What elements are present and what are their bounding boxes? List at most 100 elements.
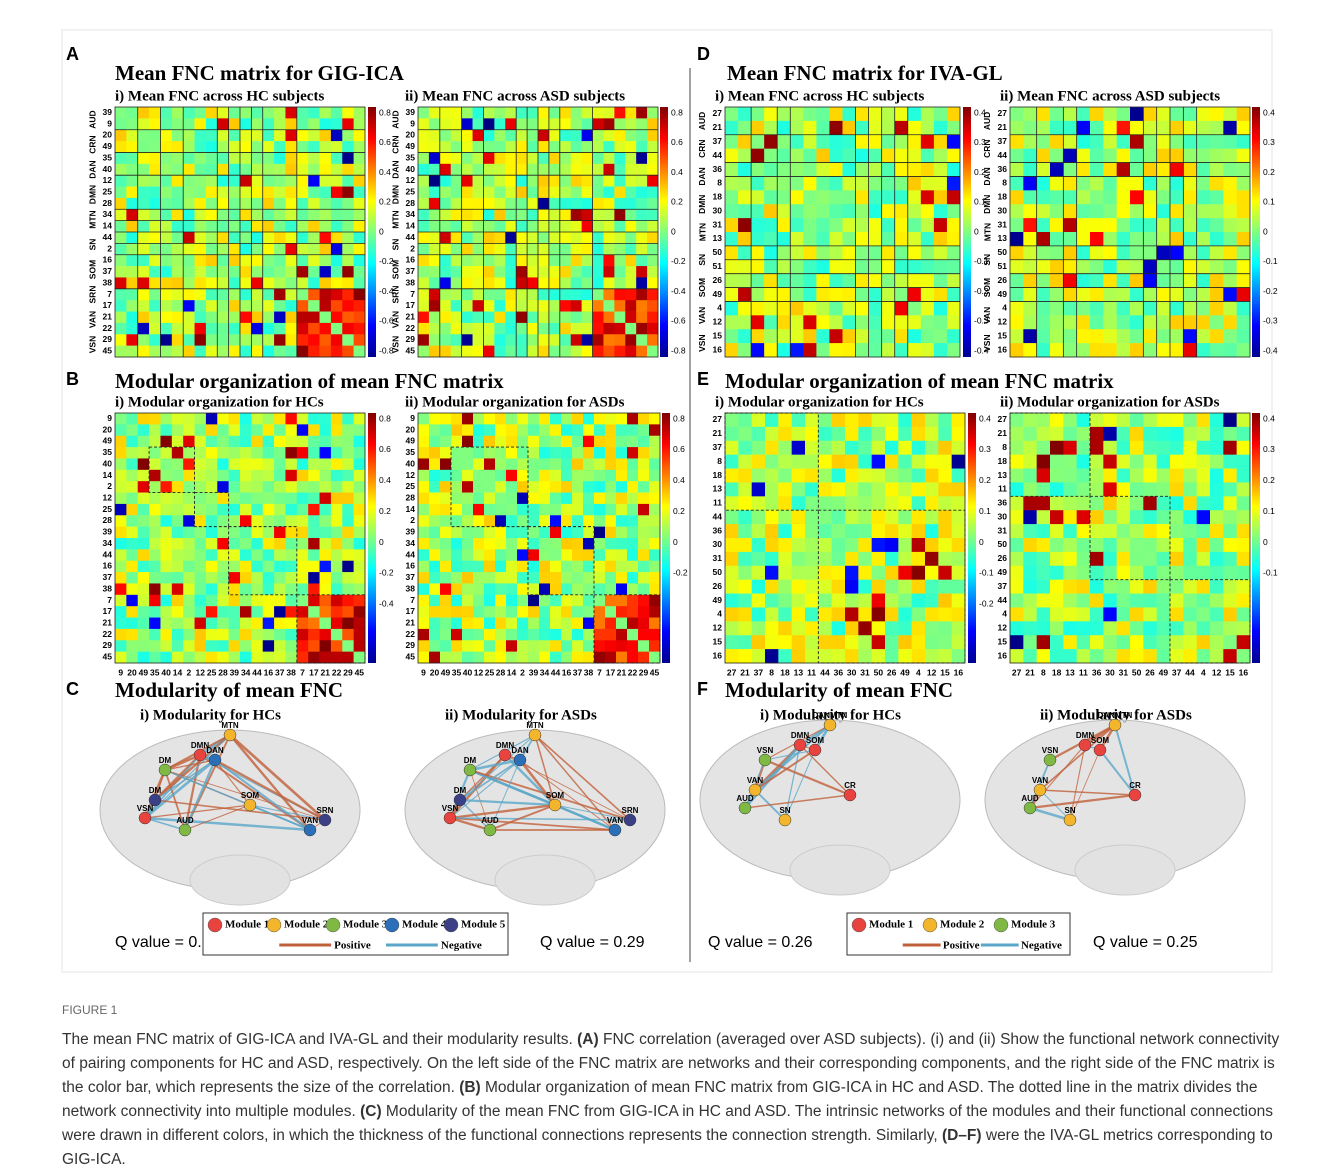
heatmap-cell	[505, 232, 516, 244]
heatmap-cell	[172, 346, 184, 358]
heatmap-cell	[517, 618, 528, 630]
heatmap-cell	[126, 334, 138, 346]
heatmap-cell	[1077, 176, 1091, 190]
heatmap-cell	[921, 301, 934, 315]
heatmap-cell	[549, 334, 560, 346]
heatmap-cell	[1237, 246, 1251, 260]
heatmap-cell	[738, 552, 752, 566]
heatmap-cell	[308, 152, 320, 164]
heatmap-cell	[561, 458, 572, 470]
heatmap-cell	[560, 130, 571, 142]
heatmap-cell	[1077, 260, 1091, 274]
colorbar-tick: -0.1	[1263, 568, 1278, 578]
heatmap-cell	[882, 149, 895, 163]
row-label: 16	[713, 344, 723, 354]
heatmap-cell	[805, 580, 819, 594]
heatmap-cell	[1090, 441, 1104, 455]
heatmap-cell	[616, 470, 627, 482]
heatmap-cell	[1050, 469, 1064, 483]
heatmap-cell	[921, 107, 934, 121]
heatmap-cell	[505, 277, 516, 289]
heatmap-cell	[561, 583, 572, 595]
heatmap-cell	[149, 221, 161, 233]
heatmap-cell	[126, 447, 138, 459]
heatmap-cell	[429, 346, 440, 358]
heatmap-cell	[160, 141, 172, 153]
heatmap-cell	[172, 618, 184, 630]
heatmap-cell	[1117, 510, 1131, 524]
heatmap-cell	[160, 538, 172, 550]
heatmap-cell	[429, 323, 440, 335]
heatmap-cell	[251, 187, 263, 199]
heatmap-cell	[908, 260, 921, 274]
heatmap-cell	[195, 640, 207, 652]
heatmap-cell	[1050, 288, 1064, 302]
heatmap-cell	[1010, 496, 1024, 510]
heatmap-cell	[251, 640, 263, 652]
col-label: 40	[161, 667, 171, 677]
heatmap-cell	[1023, 343, 1037, 357]
heatmap-cell	[483, 164, 494, 176]
heatmap-cell	[764, 246, 777, 260]
col-label: 49	[900, 667, 910, 677]
heatmap-cell	[605, 515, 616, 527]
heatmap-cell	[138, 346, 150, 358]
heatmap-cell	[752, 524, 766, 538]
heatmap-cell	[947, 107, 960, 121]
heatmap-cell	[308, 334, 320, 346]
heatmap-cell	[263, 458, 275, 470]
heatmap-cell	[1023, 621, 1037, 635]
heatmap-cell	[818, 496, 832, 510]
heatmap-cell	[160, 334, 172, 346]
node	[739, 802, 751, 814]
heatmap-cell	[647, 346, 658, 358]
heatmap-cell	[583, 447, 594, 459]
heatmap-cell	[451, 187, 462, 199]
heatmap-cell	[126, 312, 138, 324]
heatmap-cell	[1223, 218, 1237, 232]
heatmap-cell	[342, 209, 354, 221]
heatmap-cell	[1090, 163, 1104, 177]
heatmap-cell	[297, 209, 309, 221]
heatmap-cell	[1157, 301, 1171, 315]
heatmap-cell	[1010, 566, 1024, 580]
heatmap-cell	[616, 447, 627, 459]
heatmap-cell	[1117, 274, 1131, 288]
heatmap-cell	[206, 618, 218, 630]
heatmap-cell	[549, 289, 560, 301]
heatmap-cell	[483, 221, 494, 233]
heatmap-cell	[1103, 510, 1117, 524]
heatmap-cell	[308, 504, 320, 516]
heatmap-cell	[738, 190, 751, 204]
heatmap-cell	[872, 469, 886, 483]
heatmap-cell	[206, 527, 218, 539]
heatmap-cell	[649, 493, 660, 505]
heatmap-cell	[297, 629, 309, 641]
heatmap-cell	[869, 246, 882, 260]
heatmap-cell	[539, 436, 550, 448]
row-label: 16	[998, 650, 1008, 660]
heatmap-cell	[594, 549, 605, 561]
heatmap-cell	[240, 561, 252, 573]
heatmap-cell	[1023, 427, 1037, 441]
heatmap-cell	[790, 176, 803, 190]
heatmap-cell	[1077, 594, 1091, 608]
heatmap-cell	[725, 315, 738, 329]
heatmap-cell	[217, 572, 229, 584]
heatmap-cell	[818, 607, 832, 621]
heatmap-cell	[638, 424, 649, 436]
heatmap-cell	[1223, 455, 1237, 469]
heatmap-cell	[816, 260, 829, 274]
heatmap-cell	[451, 277, 462, 289]
heatmap-cell	[217, 561, 229, 573]
heatmap-cell	[160, 289, 172, 301]
heatmap-cell	[1023, 594, 1037, 608]
heatmap-cell	[342, 323, 354, 335]
row-label: 49	[998, 567, 1008, 577]
heatmap-cell	[320, 481, 332, 493]
heatmap-cell	[1143, 441, 1157, 455]
heatmap-cell	[925, 552, 939, 566]
heatmap-cell	[947, 204, 960, 218]
heatmap-cell	[263, 470, 275, 482]
heatmap-cell	[882, 176, 895, 190]
